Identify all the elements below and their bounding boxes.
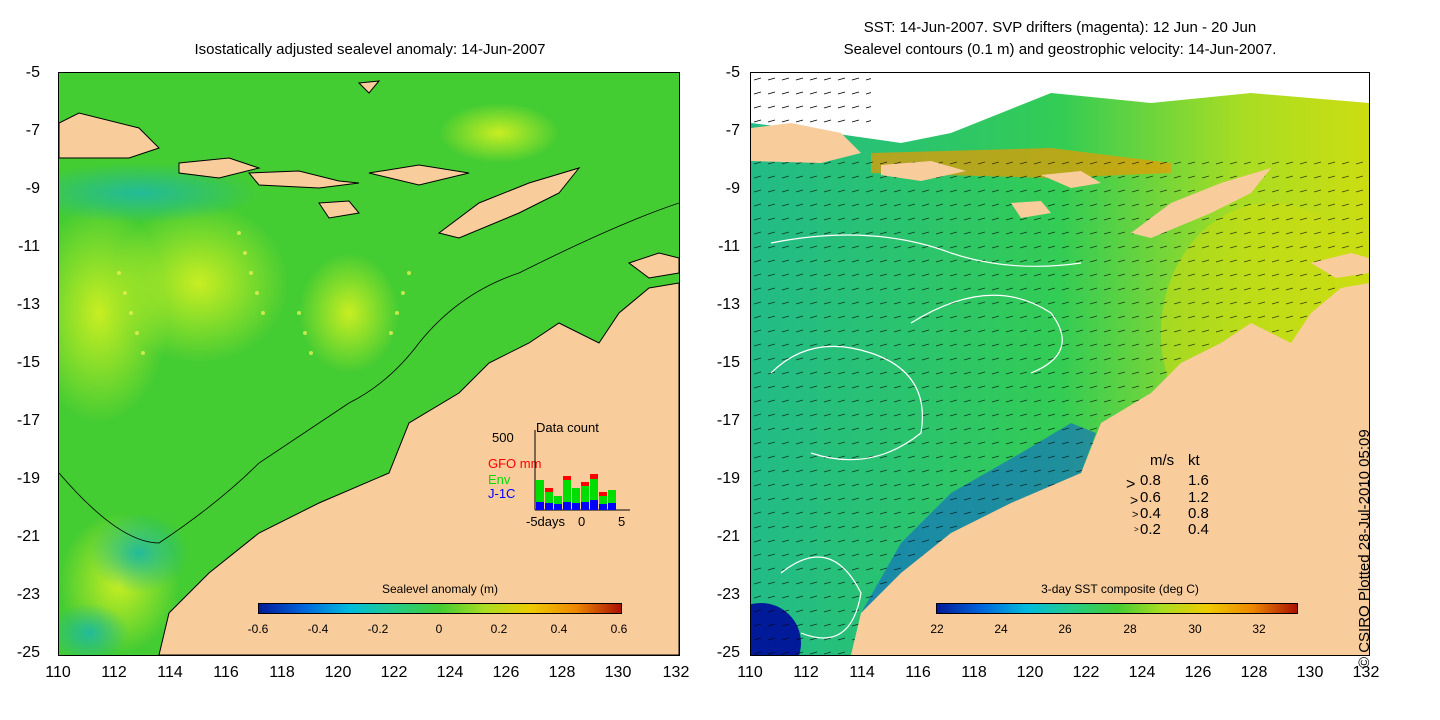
sst-colorbar-tick: 30 <box>1188 622 1202 636</box>
legend-ms-1: 0.6 <box>1140 489 1161 506</box>
copyright-label: © CSIRO Plotted 28-Jul-2010 05:09 <box>1356 429 1373 668</box>
right-y-tick: -23 <box>716 586 740 603</box>
sst-map <box>750 72 1370 656</box>
data-count-ymax: 500 <box>492 430 514 445</box>
left-x-tick: 130 <box>604 664 632 681</box>
data-count-xlabel-5: 5 <box>618 514 626 529</box>
right-y-tick: -17 <box>716 412 740 429</box>
sst-colorbar-tick: 28 <box>1123 622 1137 636</box>
legend-kt-0: 1.6 <box>1188 472 1209 489</box>
sealevel-colorbar-tick: 0 <box>435 622 443 636</box>
sealevel-colorbar-tick: -0.4 <box>307 622 329 636</box>
left-y-tick: -17 <box>16 412 40 429</box>
sealevel-colorbar-label: Sealevel anomaly (m) <box>381 582 499 596</box>
right-x-tick: 110 <box>737 664 763 681</box>
left-x-tick: 124 <box>436 664 464 681</box>
left-y-tick: -5 <box>25 64 40 81</box>
left-x-tick: 112 <box>101 664 127 681</box>
sst-colorbar-tick: 22 <box>930 622 944 636</box>
right-y-tick: -15 <box>716 354 740 371</box>
data-count-title: Data count <box>536 420 599 435</box>
right-x-tick: 128 <box>1240 664 1268 681</box>
sealevel-anomaly-map-svg <box>59 73 679 655</box>
right-y-tick: -7 <box>725 122 740 139</box>
sealevel-anomaly-map <box>58 72 680 656</box>
legend-header-ms: m/s <box>1150 452 1175 469</box>
sst-map-svg <box>751 73 1369 655</box>
right-y-tick: -25 <box>716 644 740 661</box>
right-x-tick: 116 <box>905 664 931 681</box>
right-x-tick: 130 <box>1296 664 1324 681</box>
data-count-bars <box>534 430 630 511</box>
sst-colorbar-tick: 24 <box>994 622 1008 636</box>
sealevel-colorbar <box>258 603 622 614</box>
left-x-tick: 114 <box>157 664 183 681</box>
left-y-tick: -7 <box>25 122 40 139</box>
legend-kt-3: 0.4 <box>1188 521 1209 538</box>
left-x-tick: 126 <box>492 664 520 681</box>
series-label-gfo: GFO mm <box>488 456 542 471</box>
left-y-tick: -9 <box>25 180 40 197</box>
left-y-tick: -23 <box>16 586 40 603</box>
legend-kt-1: 1.2 <box>1188 489 1209 506</box>
series-label-j1c: J-1C <box>488 486 516 501</box>
legend-arrow-2: > <box>1132 509 1139 521</box>
sealevel-colorbar-tick: 0.4 <box>550 622 568 636</box>
series-label-env: Env <box>488 472 511 487</box>
right-y-tick: -13 <box>716 296 740 313</box>
data-count-xlabel-0: 0 <box>578 514 586 529</box>
data-count-xlabel-neg5: -5days <box>526 514 566 529</box>
legend-ms-3: 0.2 <box>1140 521 1161 538</box>
sealevel-colorbar-tick: -0.2 <box>367 622 389 636</box>
sealevel-colorbar-tick: 0.2 <box>490 622 508 636</box>
right-y-tick: -9 <box>725 180 740 197</box>
legend-header-kt: kt <box>1188 452 1200 469</box>
right-y-tick: -21 <box>716 528 740 545</box>
left-x-tick: 128 <box>548 664 576 681</box>
right-y-tick: -5 <box>725 64 740 81</box>
legend-arrow-0: > <box>1126 476 1136 493</box>
left-y-tick: -19 <box>16 470 40 487</box>
legend-arrow-3: > <box>1134 525 1139 534</box>
left-x-tick: 132 <box>662 664 690 681</box>
right-x-tick: 118 <box>961 664 987 681</box>
right-x-tick: 120 <box>1016 664 1044 681</box>
sst-colorbar-tick: 32 <box>1252 622 1266 636</box>
right-map-title-line1: SST: 14-Jun-2007. SVP drifters (magenta)… <box>863 19 1257 36</box>
left-y-tick: -21 <box>16 528 40 545</box>
left-x-tick: 120 <box>324 664 352 681</box>
left-map-title: Isostatically adjusted sealevel anomaly:… <box>194 41 546 58</box>
velocity-legend: m/s kt > 0.8 1.6 > 0.6 1.2 > 0.4 0.8 > 0… <box>1126 452 1236 542</box>
sealevel-colorbar-tick: 0.6 <box>610 622 628 636</box>
right-x-tick: 132 <box>1352 664 1380 681</box>
legend-ms-2: 0.4 <box>1140 505 1161 522</box>
sst-colorbar <box>936 603 1298 614</box>
right-x-tick: 122 <box>1072 664 1100 681</box>
left-y-tick: -13 <box>16 296 40 313</box>
sst-colorbar-label: 3-day SST composite (deg C) <box>1041 582 1199 596</box>
left-x-tick: 122 <box>380 664 408 681</box>
right-map-title-line2: Sealevel contours (0.1 m) and geostrophi… <box>843 41 1277 58</box>
left-y-tick: -15 <box>16 354 40 371</box>
legend-arrow-1: > <box>1130 492 1139 508</box>
legend-kt-2: 0.8 <box>1188 505 1209 522</box>
left-x-tick: 116 <box>213 664 239 681</box>
sealevel-colorbar-tick: -0.6 <box>247 622 269 636</box>
left-y-tick: -25 <box>16 644 40 661</box>
legend-ms-0: 0.8 <box>1140 472 1161 489</box>
left-y-tick: -11 <box>18 238 40 255</box>
left-x-tick: 110 <box>45 664 71 681</box>
right-x-tick: 124 <box>1128 664 1156 681</box>
right-x-tick: 114 <box>849 664 875 681</box>
right-x-tick: 112 <box>793 664 819 681</box>
left-x-tick: 118 <box>269 664 295 681</box>
sst-colorbar-tick: 26 <box>1058 622 1072 636</box>
right-y-tick: -19 <box>716 470 740 487</box>
right-y-tick: -11 <box>718 238 740 255</box>
data-count-inset: Data count 500 GFO mm Env J-1C -5days 0 … <box>470 420 630 535</box>
right-x-tick: 126 <box>1184 664 1212 681</box>
